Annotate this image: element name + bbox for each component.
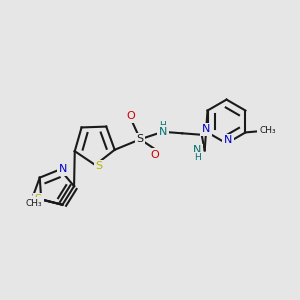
Text: O: O [151, 150, 160, 160]
Text: N: N [59, 164, 67, 175]
Text: S: S [95, 161, 102, 172]
Text: H: H [194, 153, 201, 162]
Text: N: N [224, 135, 232, 146]
Text: S: S [35, 194, 42, 205]
Text: O: O [127, 111, 136, 121]
Text: N: N [193, 146, 201, 155]
Text: S: S [136, 134, 144, 144]
Text: CH₃: CH₃ [25, 199, 42, 208]
Text: CH₃: CH₃ [259, 126, 276, 135]
Text: N: N [202, 124, 210, 134]
Text: N: N [158, 127, 167, 137]
Text: H: H [160, 121, 167, 130]
